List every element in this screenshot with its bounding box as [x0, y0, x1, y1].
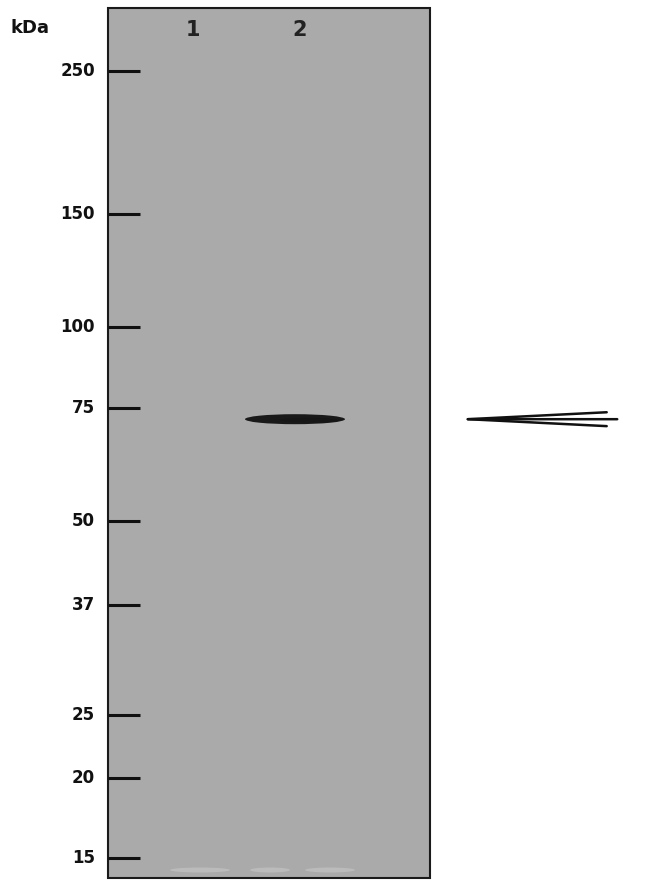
Ellipse shape — [305, 867, 355, 873]
Text: 20: 20 — [72, 768, 95, 787]
Text: 1: 1 — [186, 20, 200, 40]
Text: 250: 250 — [60, 62, 95, 80]
Bar — [108, 8, 430, 878]
Ellipse shape — [170, 867, 230, 873]
Text: 25: 25 — [72, 706, 95, 724]
Text: 37: 37 — [72, 596, 95, 614]
Text: 100: 100 — [60, 318, 95, 337]
Text: 50: 50 — [72, 512, 95, 530]
Ellipse shape — [280, 417, 340, 423]
Text: kDa: kDa — [10, 19, 49, 37]
Text: 15: 15 — [72, 849, 95, 867]
Text: 150: 150 — [60, 205, 95, 223]
Ellipse shape — [245, 414, 345, 424]
Text: 75: 75 — [72, 399, 95, 416]
Ellipse shape — [250, 867, 290, 873]
Text: 2: 2 — [292, 20, 307, 40]
